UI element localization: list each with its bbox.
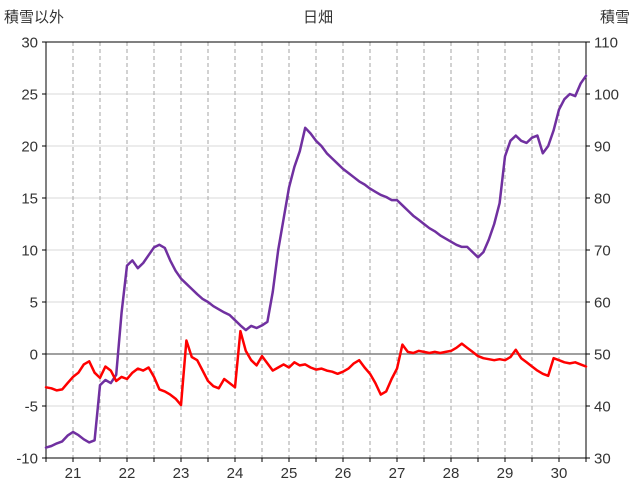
left-tick-label: 10 [21,242,38,259]
x-tick-label: 23 [173,465,190,482]
series-line-snow [44,74,588,449]
x-tick-label: 28 [443,465,460,482]
x-tick-label: 30 [551,465,568,482]
right-tick-label: 100 [594,86,619,103]
x-tick-label: 24 [227,465,244,482]
series-line-non_snow [44,329,588,407]
x-tick-label: 27 [389,465,406,482]
left-tick-label: 0 [30,346,38,363]
right-tick-label: 90 [594,138,611,155]
x-tick-label: 29 [497,465,514,482]
right-tick-label: 70 [594,242,611,259]
right-tick-label: 50 [594,346,611,363]
right-tick-label: 80 [594,190,611,207]
right-tick-label: 30 [594,450,611,467]
x-tick-label: 21 [65,465,82,482]
x-tick-label: 22 [119,465,136,482]
left-tick-label: 15 [21,190,38,207]
left-tick-label: 30 [21,34,38,51]
left-tick-label: -5 [25,398,38,415]
right-tick-label: 60 [594,294,611,311]
left-tick-label: 25 [21,86,38,103]
left-tick-label: -10 [16,450,38,467]
left-tick-label: 20 [21,138,38,155]
left-axis-title: 積雪以外 [4,9,65,26]
left-tick-label: 5 [30,294,38,311]
right-tick-label: 110 [594,34,618,51]
chart-title: 日畑 [302,9,333,26]
x-tick-label: 26 [335,465,352,482]
x-tick-label: 25 [281,465,298,482]
right-axis-title: 積雪 [599,9,630,26]
right-tick-label: 40 [594,398,611,415]
